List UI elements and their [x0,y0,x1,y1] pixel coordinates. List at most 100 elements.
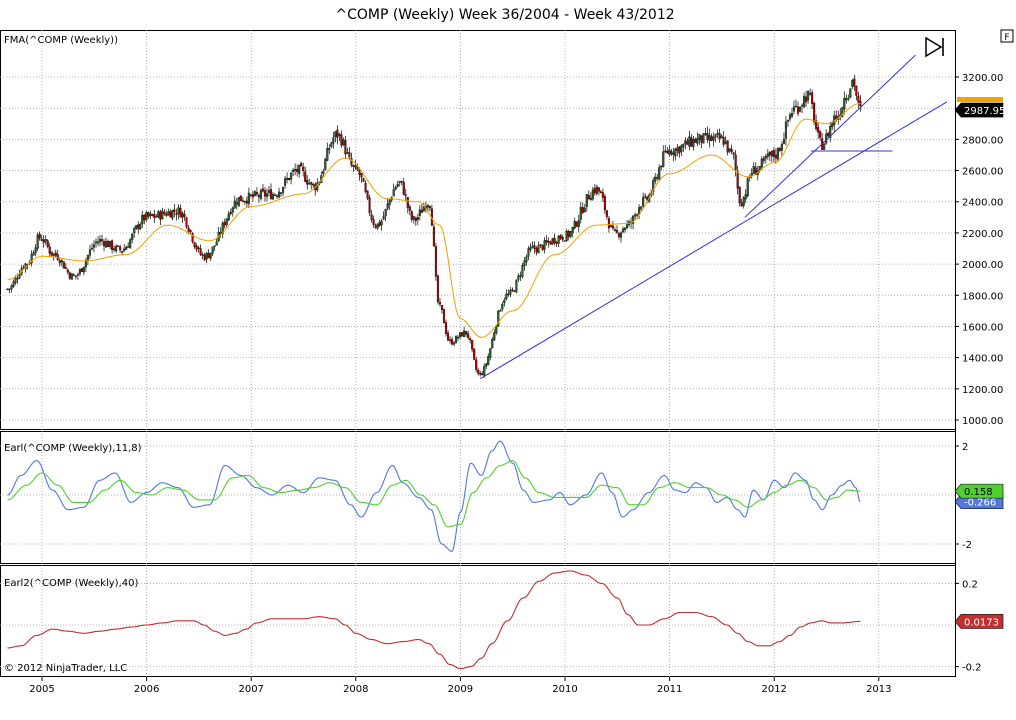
candle-body [507,293,510,296]
candle [442,308,446,324]
candle [225,218,228,228]
candle [119,244,122,253]
corner-f-button[interactable]: F [1000,29,1014,43]
candle [819,130,822,141]
candle [221,220,224,239]
candle [167,208,170,216]
x-tick-label: 2011 [657,684,682,695]
candle-body [547,241,550,243]
candle [551,237,554,246]
candle-body [625,223,629,229]
candle-body [513,290,516,292]
candle [794,99,798,108]
candle [189,229,192,234]
trendline [480,101,948,380]
candle-body [762,157,765,161]
candle-body [269,189,273,200]
candle [191,232,194,244]
candle [463,326,466,338]
candle-body [851,80,854,87]
candle-body [322,170,325,175]
candle [694,137,697,143]
play-to-end-icon[interactable] [925,36,944,58]
candle [821,132,824,150]
candle [275,194,279,199]
candle [338,132,341,142]
trendlines[interactable] [480,54,948,380]
candle [545,235,548,246]
candle [282,186,285,197]
candle-body [632,215,635,224]
candle-body [615,230,619,233]
candle [290,171,293,185]
candle [579,201,582,224]
candle-body [163,211,166,215]
candle-body [678,146,681,154]
candle [422,202,425,212]
candle [519,271,522,281]
candle-body [855,86,858,96]
candle [392,183,395,197]
candle [181,211,184,224]
candle-body [195,245,198,250]
candle-body [841,107,844,118]
candle [173,204,176,218]
candle [147,211,150,219]
candle [64,263,67,270]
candle [605,209,608,220]
candle-body [555,242,558,244]
candle [541,244,544,252]
candle [461,331,464,337]
earl-lines [7,440,861,553]
candle [788,112,792,122]
candle [207,249,210,259]
candle-body [642,197,645,207]
candle [674,147,677,161]
candle [525,254,528,266]
candle-body [237,197,240,207]
candle-body [750,173,753,176]
candle-body [726,140,729,153]
candle [841,106,844,118]
candle [131,232,134,244]
candle [400,180,403,186]
candle-body [135,225,138,229]
candle [195,243,198,253]
candle-body [758,166,761,171]
candle [56,249,59,262]
candle [672,147,675,162]
candle [185,216,188,229]
candle [113,245,116,253]
candle [746,176,749,198]
candle [344,135,347,160]
candle-body [121,251,124,253]
candle-body [644,195,647,198]
candle [732,151,735,160]
candle-body [778,148,781,152]
candle [509,287,512,297]
candle-body [74,275,77,277]
candle-body [294,169,297,171]
x-tick-label: 2012 [761,684,786,695]
candle [280,192,283,197]
candle [438,298,442,307]
candle [42,235,45,248]
earl2-value-tag: 0.0173 [954,614,1004,629]
candle [680,144,683,156]
candle-body [752,166,755,174]
candle-body [58,260,61,264]
candle [511,287,514,293]
candle-body [191,232,194,242]
candle [446,330,450,342]
candle-body [70,273,73,280]
candle-body [442,308,446,324]
candle [60,259,63,267]
candle [640,206,643,212]
candle [326,142,329,162]
candle-body [740,202,743,207]
candle [245,196,248,208]
candle [523,257,526,271]
candle [688,130,691,151]
candle-body [113,248,116,251]
candle [410,210,413,223]
